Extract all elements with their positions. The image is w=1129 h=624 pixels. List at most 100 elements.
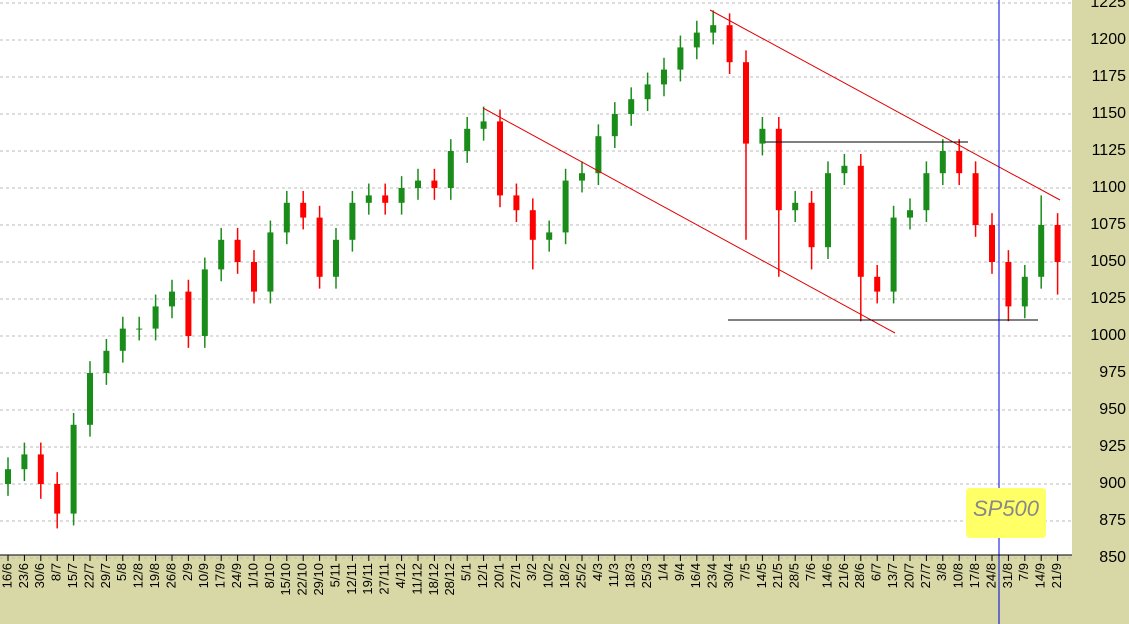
axes: 850 875 900 925 950 975 1000 1025 1050 1075 1100 11… [0, 0, 1126, 596]
x-tick-label: 8/10 [262, 563, 277, 588]
x-tick-label: 16/4 [688, 563, 703, 588]
x-tick-label: 28/12 [442, 563, 457, 596]
x-tick-label: 1/4 [655, 563, 670, 581]
y-tick-label: 1225 [1090, 0, 1126, 11]
y-tick-label: 875 [1099, 512, 1126, 529]
candle-body [956, 151, 963, 174]
x-tick-label: 29/10 [311, 563, 326, 596]
candle-body [152, 306, 159, 329]
y-tick-label: 1050 [1090, 253, 1126, 270]
x-tick-label: 26/8 [163, 563, 178, 588]
grid [0, 2, 1072, 559]
x-tick-label: 19/8 [147, 563, 162, 588]
x-tick-label: 28/6 [852, 563, 867, 588]
candle-body [825, 173, 831, 248]
candle-body [497, 121, 503, 196]
candle-body [1021, 276, 1028, 307]
trend-line [709, 9, 1061, 201]
candle-body [546, 232, 553, 240]
x-tick-label: 21/5 [770, 563, 785, 588]
candle-body [1005, 262, 1012, 307]
candle-body [939, 151, 946, 174]
y-tick-label: 975 [1099, 364, 1126, 381]
candle-body [201, 269, 208, 336]
y-tick-label: 950 [1099, 401, 1126, 418]
x-tick-label: 16/6 [0, 563, 14, 588]
candle-body [595, 136, 602, 174]
candle-body [841, 165, 848, 174]
candle-body [382, 195, 389, 203]
y-tick-label: 1200 [1090, 31, 1126, 48]
candle-body [792, 202, 799, 211]
candle-body [267, 232, 274, 292]
x-tick-label: 1/10 [245, 563, 260, 588]
candle-body [628, 99, 635, 114]
x-tick-label: 7/6 [803, 563, 818, 581]
x-tick-label: 30/4 [721, 563, 736, 588]
y-tick-label: 850 [1099, 549, 1126, 566]
x-tick-label: 22/7 [81, 563, 96, 588]
candle-body [333, 239, 339, 277]
y-tick-label: 1025 [1090, 290, 1126, 307]
candle-body [398, 188, 405, 203]
x-tick-label: 27/1 [508, 563, 523, 588]
x-tick-label: 25/2 [573, 563, 588, 588]
x-tick-label: 10/9 [196, 563, 211, 588]
candle-body [349, 202, 356, 240]
plot-area [0, 0, 1072, 555]
candle-body [710, 25, 717, 33]
candle-body [54, 484, 61, 514]
candle-body [5, 469, 11, 484]
x-tick-label: 10/2 [541, 563, 556, 588]
x-tick-label: 15/10 [278, 563, 293, 596]
candle-body [562, 180, 569, 233]
candle-body [316, 217, 323, 277]
x-tick-label: 11/3 [606, 563, 621, 587]
x-tick-label: 10/8 [951, 563, 966, 588]
x-tick-label: 5/1 [459, 563, 474, 581]
candle-body [923, 173, 930, 211]
candle-body [70, 424, 77, 514]
x-tick-label: 5/8 [114, 563, 129, 581]
candle-body [1038, 225, 1045, 277]
x-tick-label: 11/12 [409, 563, 424, 595]
candle-body [529, 210, 536, 240]
x-tick-label: 15/7 [65, 563, 80, 588]
x-tick-label: 23/6 [16, 563, 31, 588]
x-tick-label: 6/7 [869, 563, 884, 581]
x-tick-label: 27/11 [377, 563, 392, 595]
candle-body [579, 173, 585, 181]
x-tick-label: 24/8 [983, 563, 998, 588]
candle-body [677, 47, 684, 70]
legend-label: SP500 [973, 496, 1040, 521]
x-tick-label: 12/1 [475, 563, 490, 588]
x-tick-label: 3/2 [524, 563, 539, 581]
x-tick-label: 22/10 [295, 563, 310, 596]
x-tick-label: 25/3 [639, 563, 654, 588]
y-tick-label: 1100 [1092, 179, 1127, 196]
y-tick-label: 1000 [1090, 327, 1126, 344]
x-tick-label: 29/7 [98, 563, 113, 588]
candle-body [743, 62, 749, 144]
candle-body [365, 195, 372, 203]
candle-body [661, 69, 667, 85]
x-tick-label: 3/8 [934, 563, 949, 581]
candle-body [218, 239, 225, 270]
y-tick-label: 925 [1099, 438, 1126, 455]
x-tick-label: 20/7 [901, 563, 916, 588]
candle-body [37, 454, 44, 484]
x-tick-label: 12/11 [344, 563, 359, 595]
candle-body [808, 202, 815, 248]
x-tick-label: 18/12 [426, 563, 441, 596]
x-tick-label: 21/9 [1049, 563, 1064, 588]
candle-body [611, 114, 618, 137]
candles [5, 10, 1061, 529]
candle-body [1054, 225, 1061, 262]
candle-body [480, 121, 487, 129]
x-tick-label: 2/9 [180, 563, 195, 581]
x-tick-label: 14/9 [1033, 563, 1048, 588]
legend-box [966, 488, 1046, 538]
y-tick-label: 1175 [1092, 68, 1127, 85]
